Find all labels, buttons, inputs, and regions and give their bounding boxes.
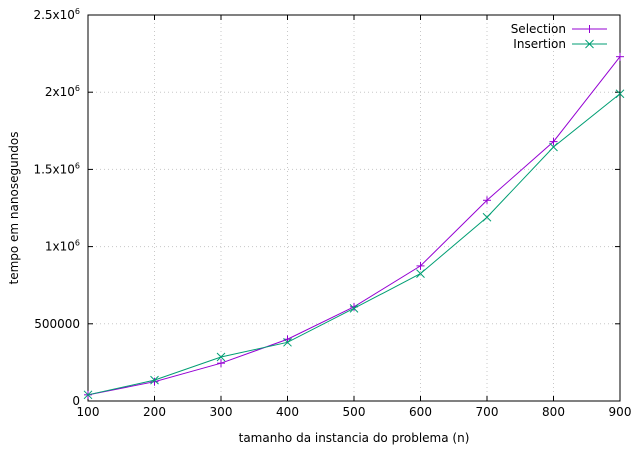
- data-point-selection: [416, 261, 425, 270]
- grid-lines: [88, 15, 620, 401]
- data-point-selection: [150, 377, 159, 386]
- data-point-insertion: [216, 352, 226, 362]
- y-tick-label-base: 1x10: [45, 240, 75, 254]
- x-tick-label: 400: [276, 405, 299, 419]
- data-point-insertion: [83, 390, 93, 400]
- y-tick-label-base: 2.5x10: [33, 8, 74, 22]
- x-tick-label: 800: [542, 405, 565, 419]
- data-point-selection: [483, 196, 491, 205]
- x-axis-title: tamanho da instancia do problema (n): [239, 431, 470, 445]
- data-point-selection: [217, 359, 225, 368]
- x-tick-label: 300: [210, 405, 233, 419]
- data-point-insertion: [150, 375, 159, 385]
- data-point-insertion: [615, 89, 625, 99]
- y-tick-label-base: 0: [72, 394, 80, 408]
- data-point-insertion: [416, 269, 425, 278]
- data-point-insertion: [482, 212, 492, 222]
- data-point-selection: [549, 137, 558, 146]
- data-point-insertion: [349, 304, 359, 313]
- data-point-insertion: [283, 337, 292, 347]
- x-tick-label: 200: [143, 405, 166, 419]
- y-axis-title: tempo em nanosegundos: [7, 131, 21, 284]
- y-tick-label-exponent: 6: [75, 239, 80, 248]
- x-tick-label: 600: [409, 405, 432, 419]
- legend-item-insertion: Insertion: [513, 37, 607, 51]
- legend-marker-insertion: [585, 39, 594, 49]
- legend-item-selection: Selection: [511, 22, 607, 36]
- y-tick-label-base: 2x10: [45, 85, 75, 99]
- legend-marker-selection: [585, 25, 594, 33]
- series-layer: [83, 52, 625, 400]
- x-tick-label: 500: [343, 405, 366, 419]
- data-point-selection: [616, 52, 624, 61]
- series-line-insertion: [87, 93, 621, 396]
- y-tick-label-exponent: 6: [75, 7, 80, 16]
- y-tick-label-exponent: 6: [75, 84, 80, 93]
- legend-label-selection: Selection: [511, 22, 566, 36]
- axis-ticks: 100 200 300 400 500 600 700 800 90005000001x1061…: [33, 7, 631, 419]
- y-tick-label: 1x106: [45, 239, 80, 254]
- y-tick-label: 1.5x106: [33, 161, 80, 176]
- x-tick-label: 700: [476, 405, 499, 419]
- y-tick-label-base: 1.5x10: [33, 162, 74, 176]
- y-tick-label: 2.5x106: [33, 7, 80, 22]
- legend-label-insertion: Insertion: [513, 37, 566, 51]
- data-point-insertion: [549, 142, 558, 152]
- x-tick-label: 100: [77, 405, 100, 419]
- y-tick-label-base: 500000: [34, 317, 80, 331]
- y-tick-label: 500000: [34, 317, 80, 331]
- y-tick-label: 2x106: [45, 84, 80, 99]
- y-tick-label-exponent: 6: [75, 161, 80, 170]
- x-tick-label: 900: [609, 405, 632, 419]
- y-tick-label: 0: [72, 394, 80, 408]
